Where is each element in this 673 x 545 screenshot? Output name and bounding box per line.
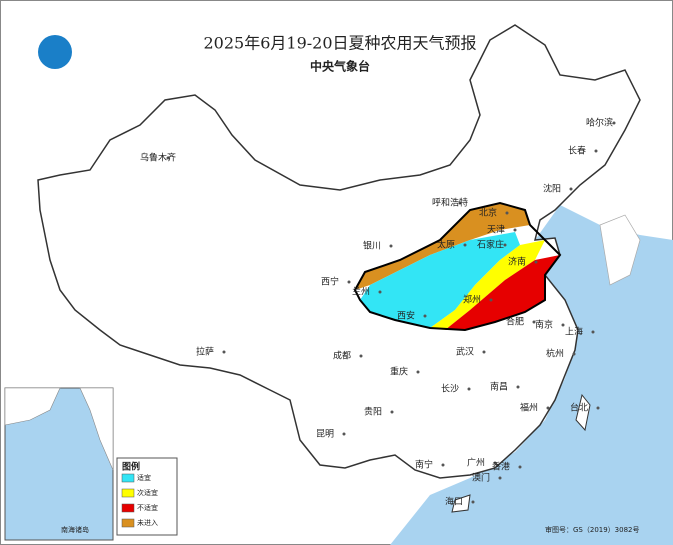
inset-land: [4, 387, 114, 471]
legend-title: 图例: [122, 461, 140, 473]
legend-label: 未进入: [137, 518, 158, 527]
city-label: 郑州: [463, 294, 481, 306]
legend-swatch: [121, 518, 135, 528]
city-dot: [505, 211, 509, 215]
city-label: 武汉: [456, 346, 474, 358]
zone-suitable: [360, 232, 520, 328]
legend-label: 适宜: [137, 473, 151, 482]
legend-label: 不适宜: [137, 503, 158, 512]
city-label: 香港: [492, 461, 510, 473]
city-label: 广州: [467, 457, 485, 469]
city-dot: [532, 320, 536, 324]
city-dot: [534, 260, 538, 264]
city-label: 澳门: [472, 472, 490, 484]
city-label: 北京: [479, 207, 497, 219]
city-label: 西安: [397, 310, 415, 322]
city-label: 兰州: [352, 286, 370, 298]
country-outline: [37, 24, 641, 479]
city-dot: [347, 280, 351, 284]
city-label: 济南: [508, 256, 526, 268]
zone-outline: [353, 201, 562, 332]
sea: [390, 205, 673, 545]
city-dot: [493, 461, 497, 465]
city-label: 天津: [487, 225, 505, 236]
city-dot: [342, 432, 346, 436]
city-label: 重庆: [390, 366, 408, 378]
city-dot: [518, 465, 522, 469]
city-dot: [423, 314, 427, 318]
city-label: 太原: [437, 239, 455, 251]
city-dot: [489, 298, 493, 302]
taiwan: [575, 393, 591, 432]
city-label: 呼和浩特: [432, 197, 468, 209]
city-dot: [572, 352, 576, 356]
city-label: 成都: [333, 350, 351, 362]
hainan: [451, 494, 471, 513]
city-dot: [516, 385, 520, 389]
city-dot: [359, 354, 363, 358]
city-label: 哈尔滨: [586, 117, 613, 129]
city-dot: [612, 121, 616, 125]
city-dot: [441, 463, 445, 467]
legend-swatch: [121, 473, 135, 483]
city-dot: [416, 370, 420, 374]
city-label: 杭州: [546, 348, 564, 360]
city-dot: [378, 290, 382, 294]
city-dot: [467, 387, 471, 391]
city-label: 贵阳: [364, 406, 382, 418]
city-dot: [503, 243, 507, 247]
city-label: 福州: [520, 402, 538, 414]
city-dot: [166, 156, 170, 160]
city-label: 合肥: [506, 316, 524, 328]
city-dot: [561, 323, 565, 327]
map-number: 审图号：GS（2019）3082号: [545, 525, 640, 534]
legend-swatch: [121, 488, 135, 498]
city-label: 长春: [568, 145, 586, 157]
city-label: 海口: [445, 496, 463, 508]
city-label: 南京: [535, 319, 553, 331]
city-dot: [591, 330, 595, 334]
city-label: 沈阳: [543, 183, 561, 195]
inset-label: 南海诸岛: [61, 525, 89, 534]
city-dot: [546, 406, 550, 410]
city-label: 昆明: [316, 429, 334, 440]
city-label: 拉萨: [196, 346, 214, 358]
city-dot: [458, 201, 462, 205]
city-label: 长沙: [441, 383, 459, 395]
subtitle: 中央气象台: [310, 59, 370, 74]
city-label: 台北: [570, 402, 588, 414]
city-label: 石家庄: [477, 239, 504, 251]
city-label: 南宁: [415, 459, 433, 471]
city-dot: [482, 350, 486, 354]
legend-label: 次适宜: [137, 488, 158, 497]
city-dot: [471, 500, 475, 504]
title: 2025年6月19-20日夏种农用天气预报: [203, 34, 476, 53]
city-dot: [463, 243, 467, 247]
city-label: 上海: [565, 326, 583, 338]
city-dot: [569, 187, 573, 191]
zone-subsuitable: [430, 240, 545, 330]
city-label: 乌鲁木齐: [140, 152, 176, 164]
city-dot: [498, 476, 502, 480]
neighbor-land: [599, 214, 641, 286]
city-dot: [390, 410, 394, 414]
city-dot: [222, 350, 226, 354]
city-label: 西宁: [321, 276, 339, 288]
zone-not-entered: [355, 203, 530, 290]
city-label: 南昌: [490, 381, 508, 393]
city-dot: [596, 406, 600, 410]
city-dot: [594, 149, 598, 153]
logo: [38, 35, 72, 69]
city-dot: [513, 228, 517, 232]
zone-unsuitable: [445, 255, 560, 330]
city-dot: [389, 244, 393, 248]
city-label: 银川: [363, 240, 381, 252]
legend-swatch: [121, 503, 135, 513]
